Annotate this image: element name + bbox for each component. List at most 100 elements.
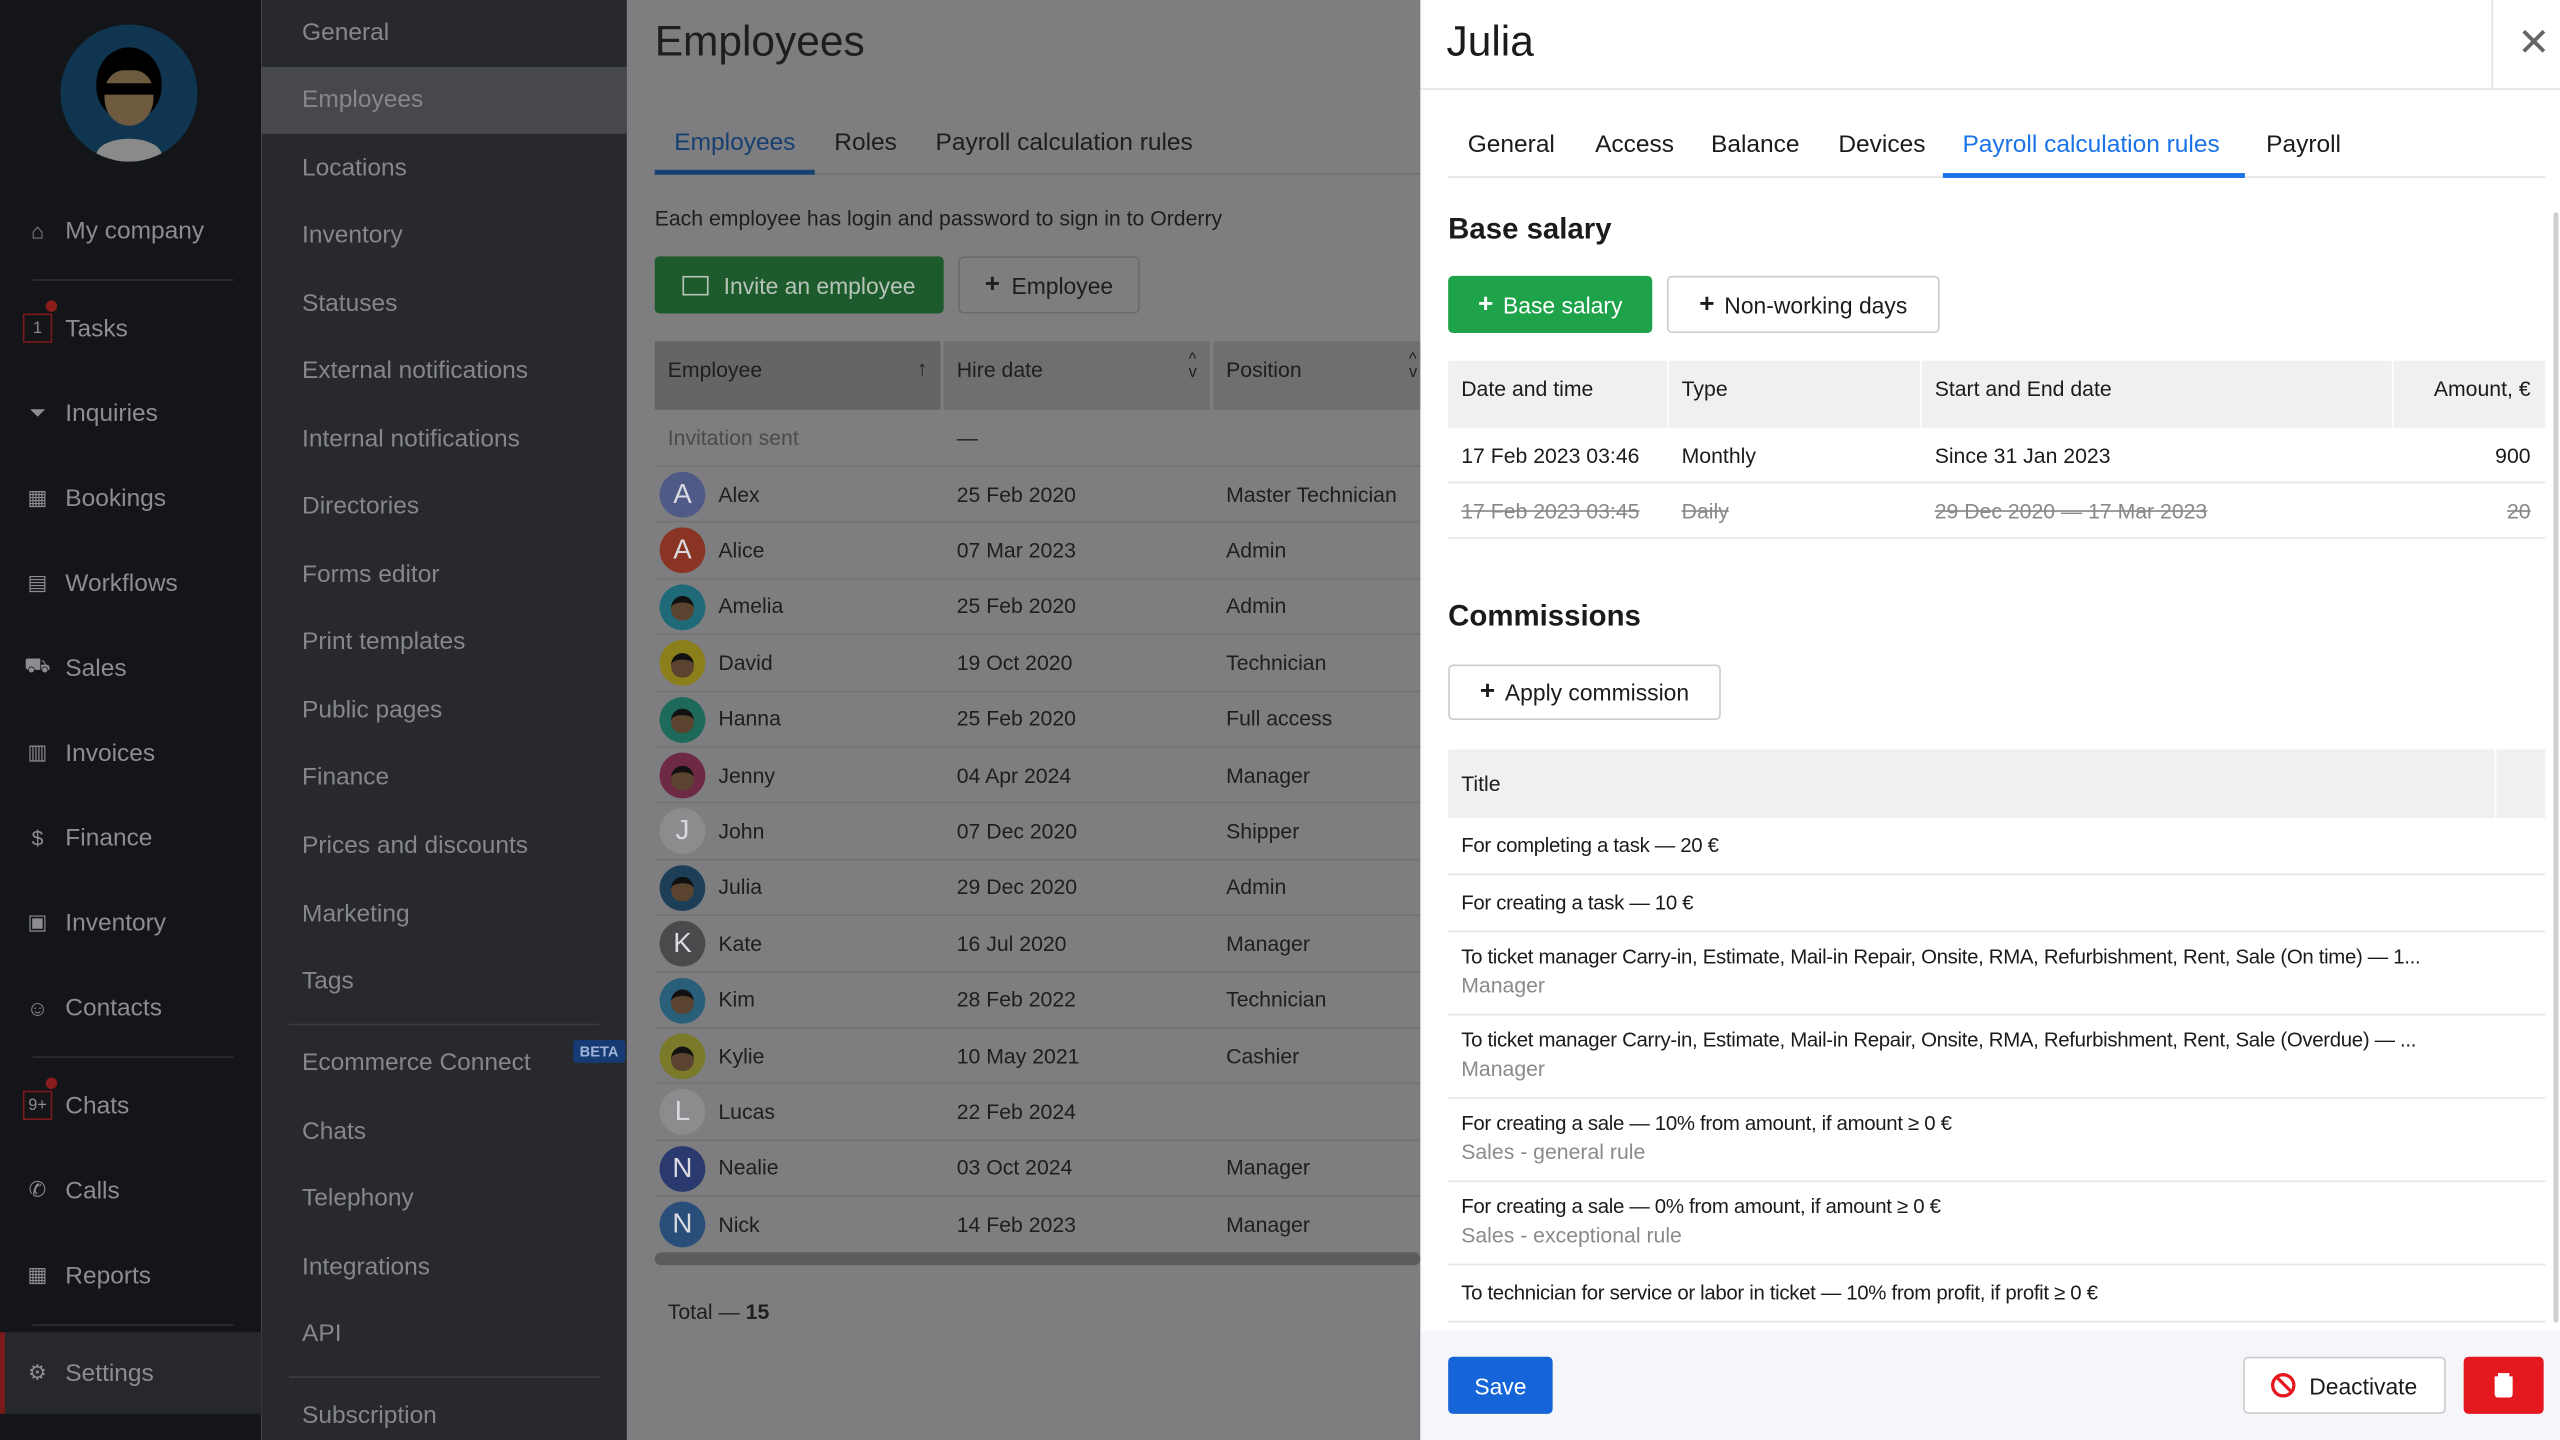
- commission-row[interactable]: For creating a sale — 0% from amount, if…: [1448, 1182, 2546, 1266]
- tab-balance[interactable]: Balance: [1711, 130, 1800, 159]
- commission-title: For creating a task — 10 €: [1461, 891, 1694, 915]
- tab-devices[interactable]: Devices: [1838, 130, 1926, 159]
- nav-item-chats[interactable]: 9+ Chats: [22, 1077, 129, 1125]
- horizontal-scrollbar[interactable]: [654, 1252, 1421, 1266]
- table-row[interactable]: A Alice 07 Mar 2023 Admin: [654, 521, 1421, 577]
- submenu-item-employees[interactable]: Employees: [302, 85, 424, 114]
- column-hire-date[interactable]: Hire date ^ v: [943, 341, 1210, 410]
- hire-date: 14 Feb 2023: [956, 1211, 1076, 1237]
- salary-amount: 900: [2495, 443, 2531, 468]
- sort-icon: ^ v: [1188, 351, 1197, 383]
- commission-row[interactable]: To technician for service or labor in ti…: [1448, 1265, 2546, 1323]
- submenu-item-tags[interactable]: Tags: [302, 967, 354, 996]
- submenu-item-chats[interactable]: Chats: [302, 1117, 367, 1146]
- position: Cashier: [1226, 1043, 1300, 1068]
- nav-item-inventory[interactable]: ▣ Inventory: [23, 903, 166, 942]
- nav-item-inquiries[interactable]: ⏷ Inquiries: [23, 393, 158, 432]
- salary-period: 29 Dec 2020 — 17 Mar 2023: [1934, 498, 2208, 524]
- invitation-row[interactable]: Invitation sent —: [667, 425, 978, 450]
- submenu-item-marketing[interactable]: Marketing: [302, 900, 410, 929]
- tab-roles[interactable]: Roles: [834, 128, 897, 157]
- apply-commission-button[interactable]: + Apply commission: [1448, 664, 1721, 720]
- main-nav: ⌂ My company 1 Tasks ⏷ Inquiries ▦ Bookings ▤ Wor…: [0, 0, 262, 1440]
- salary-row[interactable]: [1448, 428, 2546, 484]
- table-row[interactable]: David 19 Oct 2020 Technician: [654, 633, 1421, 690]
- tab-employees[interactable]: Employees: [674, 128, 796, 157]
- table-row[interactable]: Amelia 25 Feb 2020 Admin: [654, 577, 1421, 634]
- table-row[interactable]: N Nick 14 Feb 2023 Manager: [654, 1195, 1421, 1251]
- table-row[interactable]: N Nealie 03 Oct 2024 Manager: [654, 1139, 1421, 1195]
- commission-row[interactable]: To ticket manager Carry-in, Estimate, Ma…: [1448, 932, 2546, 1016]
- submenu-item-inventory[interactable]: Inventory: [302, 221, 403, 249]
- submenu-item-finance[interactable]: Finance: [302, 763, 390, 792]
- submenu-item-api[interactable]: API: [302, 1319, 342, 1348]
- nav-item-sales[interactable]: ⛟ Sales: [24, 653, 127, 682]
- save-button[interactable]: Save: [1448, 1356, 1553, 1414]
- submenu-item-prices-and-discounts[interactable]: Prices and discounts: [302, 831, 529, 860]
- employee-name: Kate: [718, 930, 763, 956]
- commission-row[interactable]: To ticket manager Carry-in, Estimate, Ma…: [1448, 1016, 2546, 1099]
- submenu-item-telephony[interactable]: Telephony: [302, 1184, 414, 1213]
- table-row[interactable]: Kim 28 Feb 2022 Technician: [654, 970, 1421, 1027]
- table-row[interactable]: Hanna 25 Feb 2020 Full access: [654, 689, 1421, 746]
- nav-item-my-company[interactable]: ⌂ My company: [23, 211, 204, 250]
- nav-item-tasks[interactable]: 1 Tasks: [22, 300, 128, 348]
- salary-type: Daily: [1681, 498, 1729, 524]
- table-row[interactable]: Kylie 10 May 2021 Cashier: [654, 1026, 1421, 1083]
- commission-row[interactable]: For creating a sale — 10% from amount, i…: [1448, 1099, 2546, 1183]
- deactivate-button[interactable]: Deactivate: [2243, 1356, 2446, 1414]
- employee-name: David: [718, 650, 773, 675]
- close-icon[interactable]: ✕: [2517, 21, 2551, 66]
- column-position[interactable]: Position ^ v: [1213, 341, 1421, 410]
- submenu-item-integrations[interactable]: Integrations: [302, 1253, 431, 1281]
- user-avatar[interactable]: [60, 24, 198, 162]
- nav-item-invoices[interactable]: ▥ Invoices: [23, 733, 155, 772]
- submenu-item-general[interactable]: General: [302, 18, 390, 47]
- submenu-item-statuses[interactable]: Statuses: [302, 289, 398, 318]
- tab-payroll[interactable]: Payroll: [2266, 130, 2341, 159]
- employee-name: Kim: [718, 987, 755, 1012]
- nav-item-bookings[interactable]: ▦ Bookings: [23, 478, 166, 517]
- salary-row[interactable]: [1448, 483, 2546, 539]
- nav-item-contacts[interactable]: ☺ Contacts: [23, 988, 162, 1027]
- table-row[interactable]: J John 07 Dec 2020 Shipper: [654, 802, 1421, 858]
- submenu-item-directories[interactable]: Directories: [302, 492, 420, 520]
- position: Full access: [1226, 706, 1333, 731]
- commission-subtitle: Manager: [1461, 973, 1545, 998]
- nav-item-finance[interactable]: $ Finance: [23, 818, 153, 857]
- submenu-item-public-pages[interactable]: Public pages: [302, 696, 443, 725]
- nav-item-settings[interactable]: ⚙ Settings: [23, 1353, 154, 1392]
- delete-button[interactable]: [2463, 1356, 2544, 1414]
- invite-employee-button[interactable]: Invite an employee: [654, 256, 944, 314]
- column-employee[interactable]: Employee ↑: [654, 341, 941, 410]
- submenu-item-external-notifications[interactable]: External notifications: [302, 356, 529, 385]
- position: Technician: [1226, 987, 1327, 1012]
- table-row[interactable]: Jenny 04 Apr 2024 Manager: [654, 746, 1421, 802]
- panel-scrollbar[interactable]: [2553, 212, 2559, 1323]
- tab-general[interactable]: General: [1467, 130, 1555, 159]
- nav-item-workflows[interactable]: ▤ Workflows: [23, 563, 177, 602]
- submenu-item-ecommerce-connect[interactable]: Ecommerce Connect: [302, 1048, 531, 1077]
- table-row[interactable]: A Alex 25 Feb 2020 Master Technician: [654, 465, 1421, 521]
- add-employee-button[interactable]: + Employee: [958, 256, 1140, 314]
- commission-row[interactable]: For creating a task — 10 €: [1448, 875, 2546, 933]
- non-working-days-button[interactable]: + Non-working days: [1666, 275, 1940, 334]
- table-row[interactable]: K Kate 16 Jul 2020 Manager: [654, 914, 1421, 971]
- table-row[interactable]: Julia 29 Dec 2020 Admin: [654, 858, 1421, 914]
- tab-payroll-calculation-rules[interactable]: Payroll calculation rules: [1962, 130, 2220, 159]
- tab-access[interactable]: Access: [1595, 130, 1675, 159]
- submenu-item-internal-notifications[interactable]: Internal notifications: [302, 425, 520, 454]
- submenu-item-locations[interactable]: Locations: [302, 154, 407, 183]
- table-row[interactable]: L Lucas 22 Feb 2024: [654, 1083, 1421, 1139]
- nav-item-reports[interactable]: ▦ Reports: [23, 1256, 151, 1295]
- submenu-item-subscription[interactable]: Subscription: [302, 1401, 437, 1430]
- commission-row[interactable]: For completing a task — 20 €: [1448, 818, 2546, 876]
- commission-title: For creating a sale — 0% from amount, if…: [1461, 1195, 1941, 1218]
- add-base-salary-button[interactable]: + Base salary: [1448, 275, 1653, 334]
- tab-payroll-rules[interactable]: Payroll calculation rules: [935, 128, 1193, 157]
- submenu-item-print-templates[interactable]: Print templates: [302, 627, 466, 656]
- nav-item-calls[interactable]: ✆ Calls: [23, 1171, 120, 1210]
- submenu-item-forms-editor[interactable]: Forms editor: [302, 560, 440, 589]
- position: Technician: [1226, 650, 1327, 675]
- position: Admin: [1226, 874, 1287, 900]
